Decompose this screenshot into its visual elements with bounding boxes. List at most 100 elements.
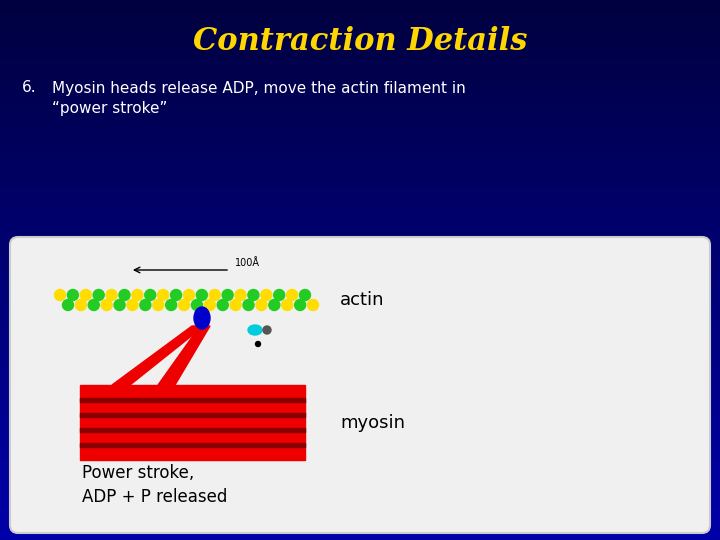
Bar [0,27,720,33]
Bar [0,459,720,465]
Bar [0,302,720,309]
Circle shape [89,300,99,310]
Bar [0,508,720,514]
Bar [0,481,720,487]
Bar [0,464,720,471]
Bar [0,232,720,239]
Text: ADP + P released: ADP + P released [82,488,228,506]
Circle shape [300,289,310,300]
Bar [0,362,720,368]
Text: Contraction Details: Contraction Details [193,26,527,57]
Bar [0,405,720,411]
Bar [0,200,720,206]
Bar [0,54,720,60]
Circle shape [287,289,297,300]
Bar [0,292,720,298]
Bar [0,286,720,293]
Bar [0,135,720,141]
Bar [0,340,720,347]
Circle shape [222,289,233,300]
Bar [80,413,305,417]
Bar [0,270,720,276]
Circle shape [261,289,272,300]
Bar [0,254,720,260]
Circle shape [263,326,271,334]
Bar [0,491,720,498]
Bar [80,398,305,402]
Bar [0,243,720,249]
Circle shape [256,300,267,310]
Bar [0,486,720,492]
Bar [0,157,720,163]
Bar [0,108,720,114]
Bar [0,497,720,503]
Text: “power stroke”: “power stroke” [52,100,167,116]
Bar [0,184,720,190]
Bar [0,43,720,50]
Circle shape [68,289,78,300]
Bar [0,59,720,66]
Bar [0,319,720,325]
Bar [0,400,720,406]
Bar [0,0,720,6]
Circle shape [230,300,241,310]
Bar [0,119,720,125]
Text: 100Å: 100Å [235,258,260,268]
Text: 6.: 6. [22,80,37,96]
Bar [0,70,720,77]
Bar [0,194,720,201]
Bar [0,529,720,536]
Bar [0,335,720,341]
Bar [0,373,720,379]
Bar [0,308,720,314]
Bar [0,329,720,336]
Text: Power stroke,: Power stroke, [82,464,194,482]
Text: myosin: myosin [340,414,405,432]
Bar [0,518,720,525]
Bar [0,189,720,195]
Ellipse shape [194,307,210,329]
Bar [0,394,720,401]
Bar [0,97,720,104]
Bar [80,428,305,432]
Circle shape [204,300,215,310]
Bar [0,140,720,147]
Bar [0,281,720,287]
Bar [0,11,720,17]
Bar [0,437,720,444]
Circle shape [132,289,143,300]
Bar [0,383,720,390]
Bar [0,162,720,168]
Bar [0,378,720,384]
Bar [0,443,720,449]
Bar [0,259,720,266]
Bar [0,178,720,185]
Bar [0,248,720,255]
Bar [0,146,720,152]
Bar [0,432,720,438]
Bar [0,535,720,540]
Circle shape [210,289,220,300]
Bar [0,297,720,303]
Bar [0,124,720,131]
Bar [0,265,720,271]
Circle shape [81,289,91,300]
Bar [0,421,720,428]
Bar [80,443,305,447]
Bar [0,173,720,179]
Bar [0,49,720,55]
Bar [0,351,720,357]
Bar [0,16,720,23]
Circle shape [106,289,117,300]
Circle shape [256,341,261,347]
Bar [0,81,720,87]
Circle shape [55,289,66,300]
Bar [0,324,720,330]
Circle shape [243,300,254,310]
Bar [80,385,305,460]
Text: Myosin heads release ADP, move the actin filament in: Myosin heads release ADP, move the actin… [52,80,466,96]
Bar [0,470,720,476]
Circle shape [197,289,207,300]
Ellipse shape [248,325,262,335]
Circle shape [294,300,305,310]
